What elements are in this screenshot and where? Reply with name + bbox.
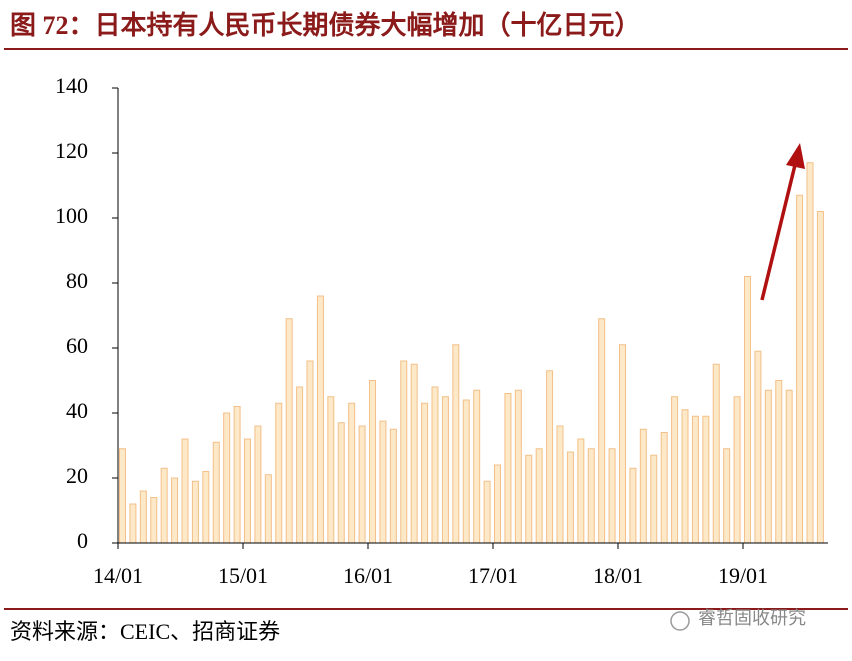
watermark-icon	[670, 611, 690, 631]
bar	[619, 344, 626, 544]
bar	[181, 438, 189, 544]
bar	[327, 396, 335, 544]
bar	[306, 360, 314, 544]
bar	[462, 399, 470, 544]
bar	[139, 490, 147, 544]
bar	[275, 402, 283, 544]
bar	[733, 396, 741, 544]
y-tick-label: 140	[55, 73, 88, 98]
bar	[764, 389, 772, 544]
bar	[212, 441, 220, 544]
bar	[369, 380, 376, 544]
bar	[514, 389, 522, 544]
bar	[223, 412, 231, 544]
bar	[431, 386, 439, 544]
bar	[119, 448, 126, 544]
bar	[171, 477, 179, 544]
bar	[264, 474, 272, 544]
chart-title: 图 72：日本持有人民币长期债券大幅增加（十亿日元）	[10, 10, 641, 40]
bar	[629, 467, 637, 544]
bar	[691, 415, 699, 544]
bar	[410, 363, 418, 544]
bar	[504, 393, 512, 544]
watermark: 睿哲固收研究	[698, 608, 806, 628]
bar	[577, 438, 585, 544]
bar	[671, 396, 679, 544]
bar	[337, 422, 345, 544]
bar	[660, 432, 668, 544]
bar	[389, 428, 397, 544]
bar	[452, 344, 460, 544]
y-tick-label: 120	[55, 138, 88, 163]
bar	[785, 389, 793, 544]
bar	[483, 480, 491, 544]
bar	[598, 318, 606, 544]
y-tick-label: 60	[66, 333, 88, 358]
trend-arrow	[760, 164, 797, 301]
bar	[150, 497, 158, 544]
bar	[775, 380, 783, 544]
bar	[681, 409, 689, 544]
bar	[556, 425, 564, 544]
bar	[473, 389, 481, 544]
bar	[723, 448, 731, 544]
y-tick-label: 100	[55, 203, 88, 228]
bar	[202, 471, 210, 544]
bar	[608, 448, 616, 544]
y-tick-label: 0	[77, 528, 88, 553]
bar	[160, 467, 168, 544]
y-tick-label: 80	[66, 268, 88, 293]
bar	[796, 194, 804, 544]
bar	[816, 211, 824, 544]
bar	[400, 360, 408, 544]
bar	[233, 406, 241, 544]
bar	[244, 438, 251, 544]
x-tick-label: 19/01	[718, 563, 768, 588]
bar	[566, 451, 574, 544]
x-tick-label: 14/01	[93, 563, 143, 588]
bar	[358, 425, 366, 544]
bar	[650, 454, 658, 544]
bar	[494, 464, 501, 544]
bar	[702, 415, 710, 544]
arrow-head	[786, 143, 805, 169]
bar	[546, 370, 554, 544]
bar	[587, 448, 595, 544]
y-tick-label: 40	[66, 398, 88, 423]
bar	[379, 420, 387, 544]
bar	[712, 363, 720, 544]
bar	[421, 402, 429, 544]
bar	[525, 454, 533, 544]
bar	[254, 425, 262, 544]
bar	[639, 428, 647, 544]
bar	[316, 295, 324, 544]
x-tick-label: 17/01	[468, 563, 518, 588]
bar	[806, 162, 814, 544]
bar	[441, 396, 449, 544]
bar	[296, 386, 304, 544]
bar	[754, 350, 762, 544]
source: 资料来源：CEIC、招商证券	[10, 619, 280, 644]
bar	[535, 448, 543, 544]
bar	[191, 480, 199, 544]
bar	[285, 318, 293, 544]
y-tick-label: 20	[66, 463, 88, 488]
x-tick-label: 15/01	[218, 563, 268, 588]
bar	[348, 402, 356, 544]
x-tick-label: 16/01	[343, 563, 393, 588]
bar	[129, 503, 137, 544]
x-tick-label: 18/01	[593, 563, 643, 588]
bar	[744, 276, 751, 544]
